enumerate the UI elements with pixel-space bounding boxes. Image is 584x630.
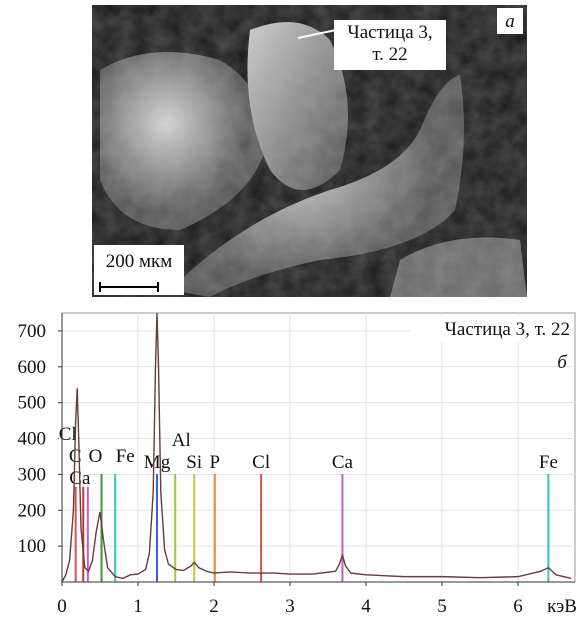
marker-label-bg [185,451,204,471]
marker-label-bg [205,451,224,471]
marker-label-bg [333,451,352,471]
x-tick-label: 5 [437,596,447,617]
marker-label: Fe [539,452,558,473]
annotation: Частица 3, т. 22 [445,319,570,340]
sem-image: Частица 3, т. 22 а 200 мкм [92,5,527,297]
x-tick-label: 4 [361,596,371,617]
x-tick-label: 2 [209,596,219,617]
marker-label: Fe [116,446,135,467]
marker-label: Cl [252,452,270,473]
marker-label: Al [172,430,191,451]
marker-label: Si [186,452,202,473]
callout-line: Частица 3, [347,22,432,43]
y-tick-label: 300 [18,464,47,485]
y-tick-label: 500 [18,393,47,414]
x-tick-label: 0 [57,596,67,617]
marker-label-bg [172,429,191,449]
marker-label-bg [539,451,558,471]
panel-label: а [505,11,515,32]
y-tick-label: 700 [18,321,47,342]
marker-label-bg [58,423,77,443]
marker-label: O [89,446,103,467]
scale-bar-label: 200 мкм [106,251,173,272]
x-tick-label: 1 [133,596,143,617]
spectrum-line [62,313,572,582]
marker-label: Cl [59,424,77,445]
x-tick-label: 3 [285,596,295,617]
annotation-box [410,316,572,342]
marker-label-bg [252,451,271,471]
y-tick-label: 600 [18,357,47,378]
marker-label-bg [86,445,105,465]
marker-label: Mg [144,452,171,473]
y-tick-label: 100 [18,536,47,557]
spectrum-chart: 100 200 300 400 500 600 700 0 1 2 3 4 5 6 кэВ Частица 3… [18,312,577,617]
y-tick-label: 400 [18,429,47,450]
marker-label: Ca [332,452,354,473]
x-tick-label: 6 [513,596,523,617]
y-tick-label: 200 [18,500,47,521]
x-axis-label: кэВ [547,596,577,617]
panel-label: б [557,352,568,373]
marker-label-bg [148,451,166,471]
marker-label-bg [116,445,135,465]
callout-line: т. 22 [372,44,407,65]
marker-label: P [209,452,220,473]
